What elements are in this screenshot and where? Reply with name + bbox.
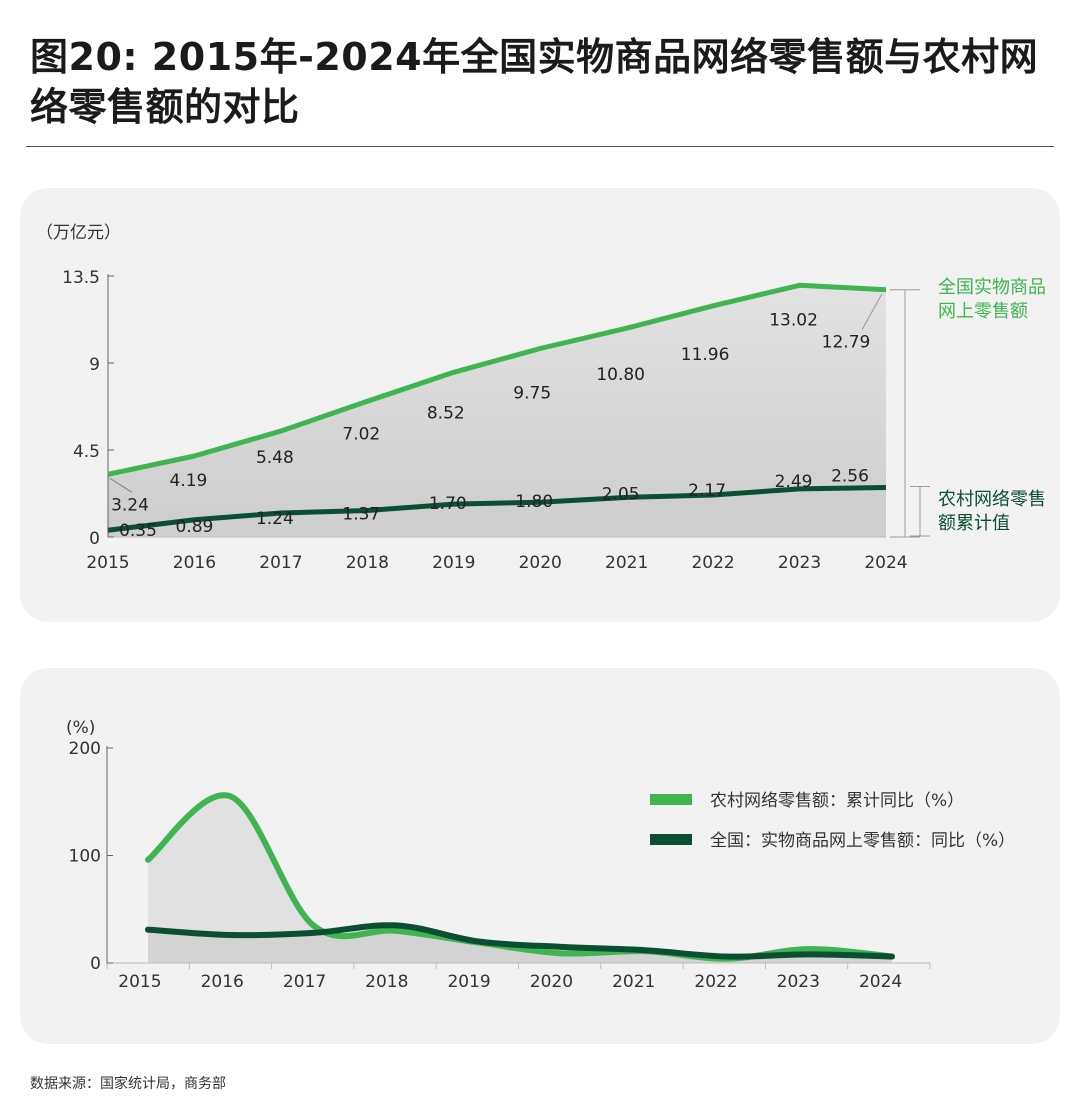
x-tick-label: 2019 <box>432 553 475 573</box>
legend-label-national: 全国：实物商品网上零售额：同比（%） <box>710 831 1015 851</box>
legend-swatch-national <box>650 834 692 845</box>
x-tick-label: 2021 <box>612 972 655 992</box>
y-tick-label: 0 <box>90 954 101 974</box>
rural-area <box>108 487 886 537</box>
label-leader-2015 <box>109 477 133 493</box>
rural-value-label: 1.37 <box>342 505 380 525</box>
x-tick-label: 2018 <box>346 553 389 573</box>
national-series-label: 网上零售额 <box>938 301 1028 322</box>
x-tick-label: 2023 <box>777 972 820 992</box>
national-growth-line <box>145 922 895 960</box>
y-tick-label: 4.5 <box>73 442 100 462</box>
national-value-label: 3.24 <box>111 495 149 515</box>
national-value-label: 5.48 <box>256 448 294 468</box>
national-value-label: 13.02 <box>769 310 818 330</box>
x-tick-label: 2019 <box>447 972 490 992</box>
y-unit-label: （万亿元） <box>36 223 121 243</box>
rural-value-label: 1.24 <box>256 509 294 529</box>
national-series-label: 全国实物商品 <box>938 277 1046 298</box>
x-tick-label: 2017 <box>259 553 302 573</box>
title-divider <box>26 146 1054 147</box>
x-tick-label: 2021 <box>605 553 648 573</box>
rural-value-label: 2.05 <box>602 484 640 504</box>
rural-bracket <box>910 486 930 537</box>
y-tick-label: 13.5 <box>62 268 100 288</box>
rural-value-label: 0.89 <box>176 517 214 537</box>
national-value-label: 11.96 <box>681 345 730 365</box>
x-tick-label: 2024 <box>859 972 902 992</box>
national-value-label: 4.19 <box>170 471 208 491</box>
x-tick-label: 2017 <box>283 972 326 992</box>
rural-value-label: 2.56 <box>831 467 869 487</box>
national-line <box>107 282 887 477</box>
legend-label-rural: 农村网络零售额：累计同比（%） <box>710 791 964 811</box>
national-value-label: 9.75 <box>513 384 551 404</box>
legend-swatch-rural <box>650 794 692 805</box>
national-value-label: 8.52 <box>427 403 465 423</box>
x-tick-label: 2016 <box>173 553 216 573</box>
x-tick-label: 2020 <box>519 553 562 573</box>
x-tick-label: 2020 <box>530 972 573 992</box>
y-tick-label: 9 <box>89 355 100 375</box>
national-value-label: 7.02 <box>342 424 380 444</box>
rural-value-label: 2.49 <box>775 472 813 492</box>
rural-line <box>107 485 887 533</box>
national-value-label: 12.79 <box>822 333 871 353</box>
y-tick-label: 0 <box>89 529 100 549</box>
rural-value-label: 2.17 <box>688 481 726 501</box>
x-tick-label: 2015 <box>118 972 161 992</box>
source-note: 数据来源：国家统计局，商务部 <box>30 1076 226 1092</box>
x-tick-label: 2018 <box>365 972 408 992</box>
national-value-label: 10.80 <box>596 365 645 385</box>
x-tick-label: 2022 <box>691 553 734 573</box>
national-area <box>108 285 886 537</box>
page-title: 图20: 2015年-2024年全国实物商品网络零售额与农村网络零售额的对比 <box>30 35 1039 129</box>
y-tick-label: 200 <box>69 739 101 759</box>
rural-value-label: 1.70 <box>429 494 467 514</box>
x-tick-label: 2022 <box>694 972 737 992</box>
label-leader-2024 <box>861 293 883 330</box>
rural-value-label: 0.35 <box>119 521 157 541</box>
rural-value-label: 1.80 <box>515 492 553 512</box>
national-bracket <box>890 289 920 538</box>
rural-series-label: 农村网络零售 <box>938 489 1046 510</box>
y-unit-label: (%) <box>66 718 95 738</box>
x-tick-label: 2016 <box>201 972 244 992</box>
rural-series-label: 额累计值 <box>938 513 1010 534</box>
x-tick-label: 2023 <box>778 553 821 573</box>
x-tick-label: 2015 <box>86 553 129 573</box>
x-tick-label: 2024 <box>864 553 907 573</box>
y-tick-label: 100 <box>69 847 101 867</box>
